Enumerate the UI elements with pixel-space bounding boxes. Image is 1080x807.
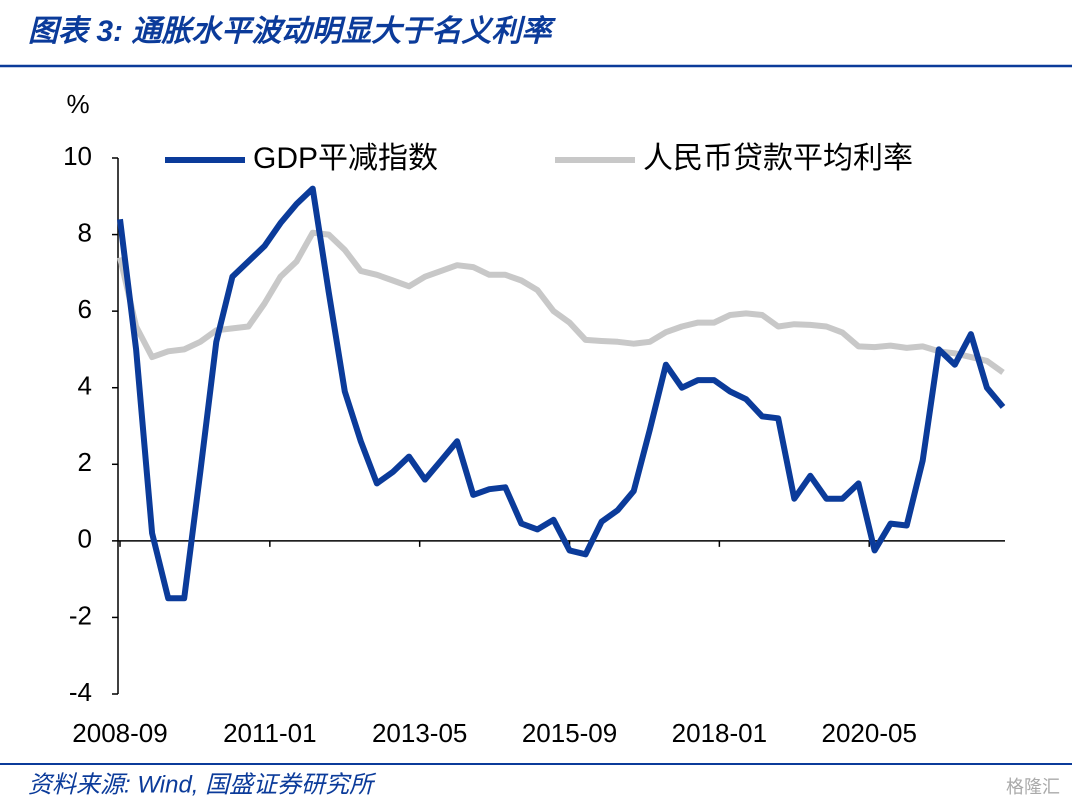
series-line — [117, 229, 1005, 375]
y-tick-label: -4 — [69, 677, 92, 707]
y-tick-label: 8 — [78, 217, 92, 247]
x-tick-label: 2015-09 — [522, 718, 617, 748]
y-tick-label: 6 — [78, 294, 92, 324]
y-tick-label: -2 — [69, 600, 92, 630]
y-tick-label: 10 — [63, 141, 92, 171]
y-tick-label: 2 — [78, 447, 92, 477]
y-tick-label: 4 — [78, 371, 92, 401]
x-tick-label: 2018-01 — [672, 718, 767, 748]
y-tick-label: 0 — [78, 524, 92, 554]
chart-title: 图表 3: 通胀水平波动明显大于名义利率 — [28, 15, 556, 48]
source: 资料来源: Wind, 国盛证券研究所 — [28, 771, 377, 798]
y-unit: % — [66, 89, 89, 119]
legend-label: 人民币贷款平均利率 — [643, 142, 913, 175]
x-tick-label: 2008-09 — [72, 718, 167, 748]
series-line — [117, 185, 1006, 602]
watermark: 格隆汇 — [1006, 777, 1060, 797]
x-tick-label: 2011-01 — [223, 718, 317, 748]
x-tick-label: 2020-05 — [822, 718, 917, 748]
legend-label: GDP平减指数 — [253, 142, 438, 175]
x-tick-label: 2013-05 — [372, 718, 467, 748]
